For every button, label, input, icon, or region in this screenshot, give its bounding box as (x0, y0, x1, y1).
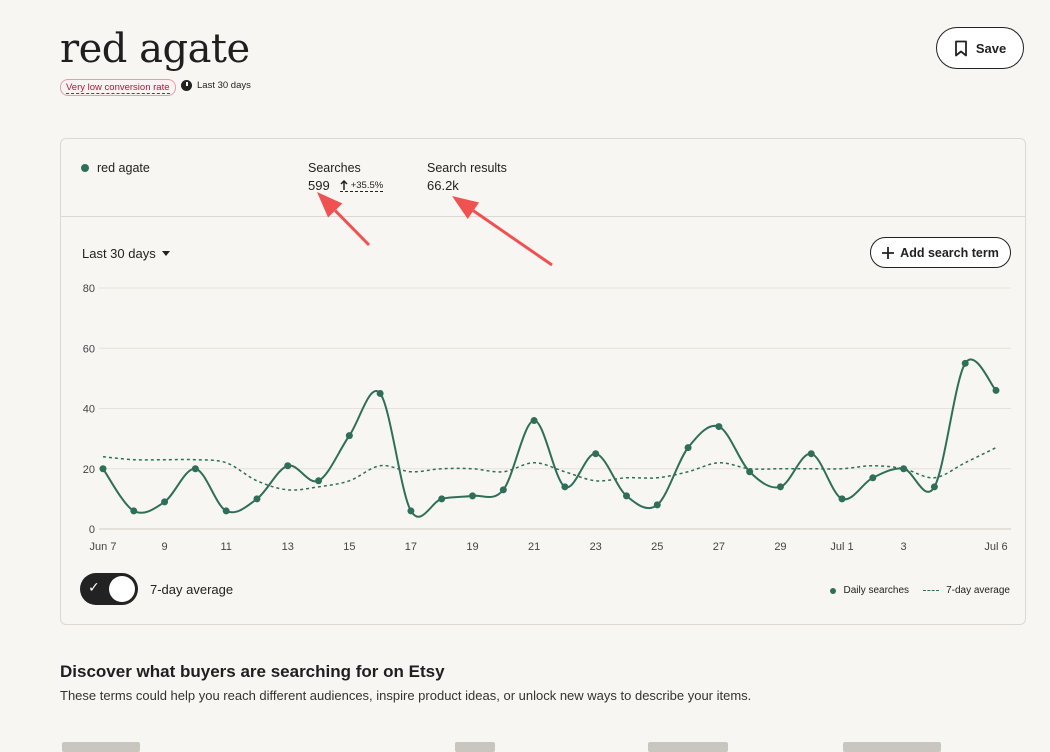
data-point (592, 450, 600, 458)
data-point (561, 483, 569, 491)
average-toggle-group: ✓ 7-day average (80, 573, 233, 605)
clock-icon (181, 80, 192, 91)
y-tick-label: 80 (83, 283, 95, 295)
page-title: red agate (60, 26, 250, 72)
x-tick-label: 15 (343, 541, 355, 553)
x-tick-label: 27 (713, 541, 725, 553)
x-tick-label: 17 (405, 541, 417, 553)
toggle-label: 7-day average (150, 581, 234, 597)
period-label: Last 30 days (197, 80, 251, 91)
searches-delta[interactable]: +35.5% (339, 179, 384, 192)
x-tick-label: 13 (282, 541, 294, 553)
x-tick-label: Jul 1 (830, 541, 853, 553)
table-header-fragment (648, 742, 728, 752)
legend-daily-label: Daily searches (843, 585, 910, 596)
x-tick-label: 9 (162, 541, 168, 553)
data-point (776, 483, 784, 491)
average-series-line (102, 446, 997, 491)
average-toggle[interactable]: ✓ (80, 573, 138, 605)
data-point (469, 492, 477, 500)
data-point (715, 423, 723, 431)
table-header-fragment (62, 742, 140, 752)
data-point (684, 444, 692, 452)
data-point (900, 465, 908, 473)
table-header-fragment (843, 742, 941, 752)
results-value: 66.2k (427, 178, 459, 193)
bookmark-icon (954, 40, 967, 56)
date-range-dropdown[interactable]: Last 30 days (82, 246, 170, 261)
x-tick-label: 23 (590, 541, 602, 553)
x-tick-label: 3 (901, 541, 907, 553)
range-label: Last 30 days (82, 246, 156, 261)
x-tick-label: 21 (528, 541, 540, 553)
data-point (407, 507, 415, 515)
data-point (222, 507, 230, 515)
data-point (253, 495, 261, 503)
x-tick-label: 19 (466, 541, 478, 553)
data-point (992, 386, 1000, 394)
data-point (869, 474, 877, 482)
results-label: Search results (427, 161, 507, 175)
searches-value: 599 (308, 178, 330, 193)
x-tick-label: Jun 7 (90, 541, 117, 553)
data-point (746, 468, 754, 476)
y-tick-label: 0 (89, 524, 95, 536)
table-header-fragment (455, 742, 495, 752)
x-tick-label: 29 (774, 541, 786, 553)
add-search-term-button[interactable]: Add search term (870, 237, 1011, 268)
data-point (622, 492, 630, 500)
y-tick-label: 40 (83, 404, 95, 416)
data-point (838, 495, 846, 503)
conversion-badge[interactable]: Very low conversion rate (60, 79, 176, 96)
term-label: red agate (97, 161, 150, 175)
legend-average: 7-day average (923, 585, 1010, 596)
discover-description: These terms could help you reach differe… (60, 688, 752, 703)
data-point (284, 462, 292, 470)
data-point (961, 359, 969, 367)
searches-metric: Searches 599 +35.5% (308, 161, 384, 193)
arrow-up-icon (340, 179, 348, 190)
y-tick-label: 60 (83, 343, 95, 355)
plus-icon (882, 246, 895, 259)
data-point (807, 450, 815, 458)
data-point (191, 465, 199, 473)
delta-value: +35.5% (350, 179, 384, 191)
check-icon: ✓ (88, 580, 100, 596)
legend-daily: Daily searches (830, 585, 909, 596)
searches-chart: 0 20 40 60 80 Jun 7 9 11 13 15 17 19 21 23 25 27 29 Jul 1… (83, 283, 1011, 553)
x-tick-label: 25 (651, 541, 663, 553)
data-point (653, 501, 661, 509)
x-tick-label: 11 (220, 541, 231, 553)
chart-legend: Daily searches 7-day average (830, 585, 1010, 596)
save-button[interactable]: Save (936, 27, 1024, 69)
daily-series-line (102, 358, 997, 518)
toggle-knob (109, 576, 135, 602)
results-metric: Search results 66.2k (427, 161, 507, 193)
data-point (130, 507, 138, 515)
data-point (376, 389, 384, 397)
y-tick-label: 20 (83, 464, 95, 476)
x-tick-label: Jul 6 (984, 541, 1007, 553)
term-dot (81, 164, 89, 172)
legend-average-label: 7-day average (946, 585, 1010, 596)
caret-down-icon (161, 251, 170, 256)
searches-label: Searches (308, 161, 361, 175)
legend-dot (830, 587, 837, 594)
period-indicator: Last 30 days (181, 80, 251, 91)
term-legend: red agate (81, 161, 150, 175)
legend-dash (923, 590, 940, 591)
data-point (438, 495, 446, 503)
data-point (345, 432, 353, 440)
search-term-card: red agate Searches 599 +35.5% Search res… (60, 138, 1026, 625)
data-point (161, 498, 169, 506)
save-label: Save (975, 40, 1007, 56)
add-label: Add search term (900, 245, 999, 260)
discover-title: Discover what buyers are searching for o… (60, 662, 445, 681)
data-point (930, 483, 938, 491)
data-point (499, 486, 507, 494)
data-point (315, 477, 323, 485)
data-point (99, 465, 107, 473)
data-point (530, 417, 538, 425)
